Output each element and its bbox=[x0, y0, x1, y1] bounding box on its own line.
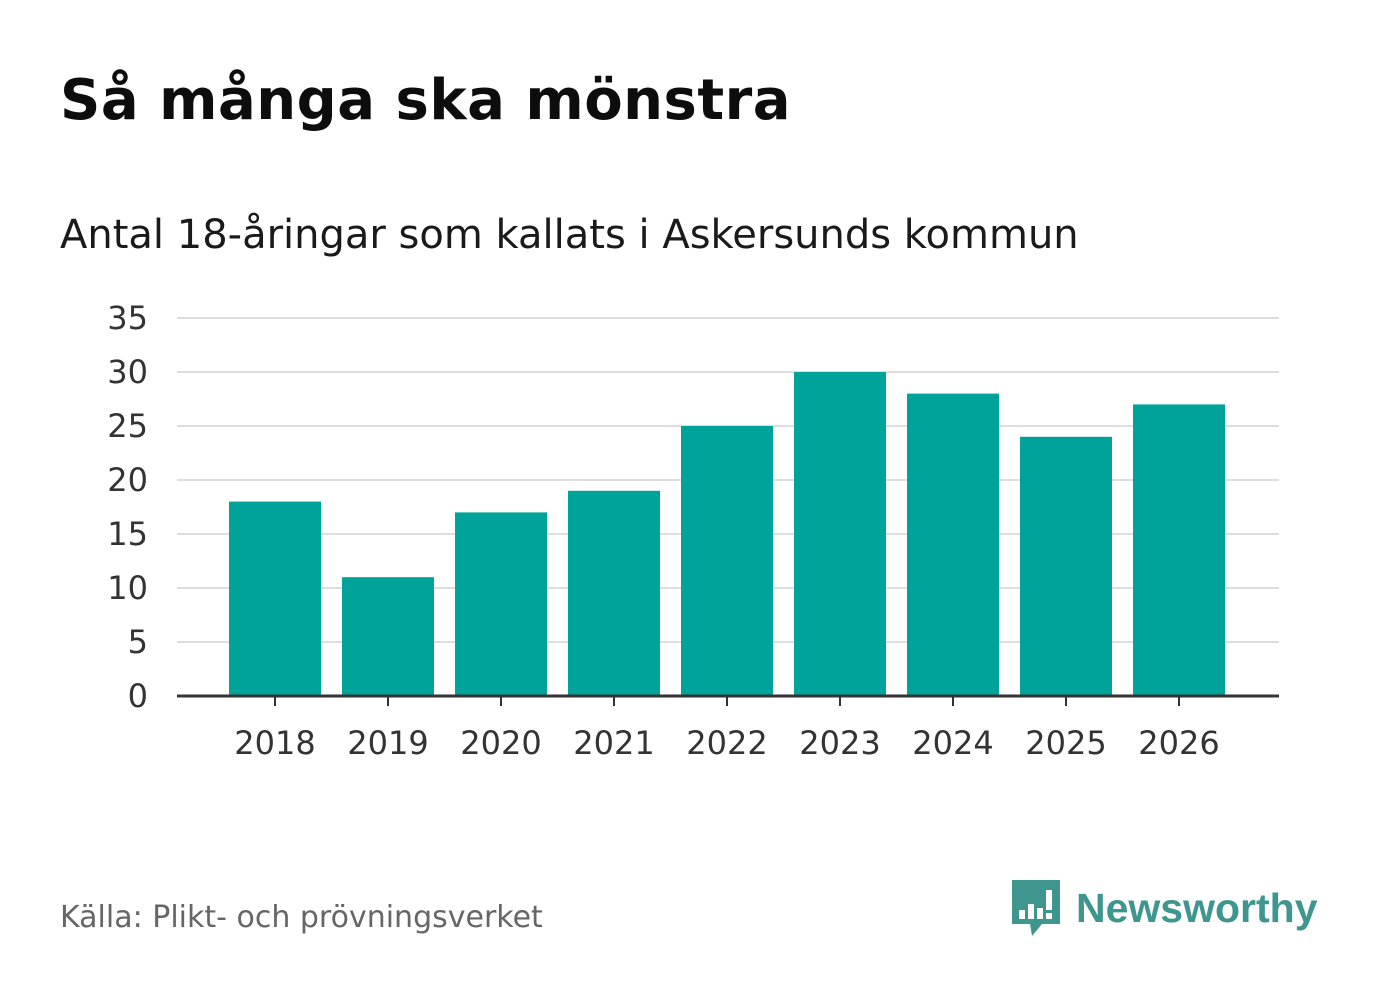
chart-title: Så många ska mönstra bbox=[60, 68, 792, 133]
bars bbox=[229, 372, 1225, 696]
y-tick-label: 5 bbox=[128, 623, 148, 661]
x-tick-label: 2020 bbox=[460, 724, 541, 762]
y-tick-label: 35 bbox=[107, 299, 148, 337]
bar-2025 bbox=[1020, 436, 1112, 696]
bar-2021 bbox=[568, 490, 660, 696]
x-tick-label: 2026 bbox=[1138, 724, 1219, 762]
y-tick-label: 15 bbox=[107, 515, 148, 553]
bar-2018 bbox=[229, 501, 321, 696]
x-tick-label: 2025 bbox=[1025, 724, 1106, 762]
x-tick-label: 2021 bbox=[573, 724, 654, 762]
y-tick-label: 30 bbox=[107, 353, 148, 391]
source-note: Källa: Plikt- och prövningsverket bbox=[60, 900, 543, 935]
brand-logo: Newsworthy bbox=[1010, 878, 1318, 938]
bar-2019 bbox=[342, 577, 434, 696]
x-tick-label: 2023 bbox=[799, 724, 880, 762]
bar-2024 bbox=[907, 393, 999, 696]
bar-2026 bbox=[1133, 404, 1225, 696]
x-tick-label: 2024 bbox=[912, 724, 993, 762]
y-tick-label: 0 bbox=[128, 677, 148, 715]
bar-2023 bbox=[794, 372, 886, 696]
chart-subtitle: Antal 18-åringar som kallats i Askersund… bbox=[60, 212, 1079, 258]
x-tick-label: 2022 bbox=[686, 724, 767, 762]
bar-2022 bbox=[681, 426, 773, 696]
x-tick-label: 2018 bbox=[234, 724, 315, 762]
brand-name: Newsworthy bbox=[1076, 884, 1318, 931]
newsworthy-logo-icon bbox=[1012, 880, 1060, 936]
y-tick-label: 20 bbox=[107, 461, 148, 499]
bar-2020 bbox=[455, 512, 547, 696]
y-tick-label: 25 bbox=[107, 407, 148, 445]
y-tick-label: 10 bbox=[107, 569, 148, 607]
x-tick-label: 2019 bbox=[347, 724, 428, 762]
